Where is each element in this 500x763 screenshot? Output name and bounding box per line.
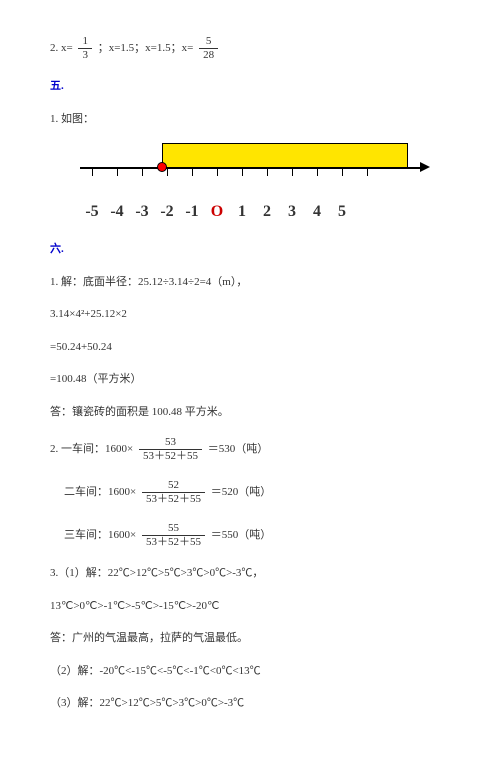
tick-mark <box>167 167 168 176</box>
axis-label: 4 <box>305 203 329 221</box>
tick-mark <box>367 167 368 176</box>
section-five-heading: 五. <box>50 78 450 95</box>
figure-label: 1. 如图： <box>50 111 450 128</box>
axis-label: 2 <box>255 203 279 221</box>
p1-line-d: =100.48（平方米） <box>50 371 450 388</box>
axis-label: -3 <box>130 203 154 221</box>
p3-line-b: 13℃>0℃>-1℃>-5℃>-15℃>-20℃ <box>50 598 450 615</box>
tick-mark <box>242 167 243 176</box>
p2a-frac: 53 53＋52＋55 <box>139 436 202 463</box>
tick-mark <box>117 167 118 176</box>
axis-label: -4 <box>105 203 129 221</box>
p1-line-c: =50.24+50.24 <box>50 339 450 356</box>
frac-5-28: 5 28 <box>199 35 218 62</box>
p3-line-d: （2）解：-20℃<-15℃<-5℃<-1℃<0℃<13℃ <box>50 663 450 680</box>
axis-label: -5 <box>80 203 104 221</box>
axis-label: 5 <box>330 203 354 221</box>
p2c-post: ＝550（吨） <box>211 529 272 541</box>
axis-label: -1 <box>180 203 204 221</box>
p3-line-c: 答：广州的气温最高，拉萨的气温最低。 <box>50 630 450 647</box>
p2c-pre: 三车间：1600× <box>64 529 136 541</box>
axis-line <box>80 167 420 169</box>
p2b-frac: 52 53＋52＋55 <box>142 479 205 506</box>
tick-mark <box>217 167 218 176</box>
tick-mark <box>267 167 268 176</box>
q2-prefix: 2. x= <box>50 42 73 54</box>
q2-mid: ；x=1.5；x=1.5；x= <box>98 42 194 54</box>
tick-mark <box>142 167 143 176</box>
axis-label: -2 <box>155 203 179 221</box>
frac-num: 52 <box>142 479 205 493</box>
p2c-frac: 55 53＋52＋55 <box>142 522 205 549</box>
frac-num: 1 <box>78 35 92 49</box>
p1-line-b: 3.14×4²+25.12×2 <box>50 306 450 323</box>
frac-num: 5 <box>199 35 218 49</box>
frac-num: 53 <box>139 436 202 450</box>
number-line-diagram <box>80 143 420 195</box>
frac-1-3: 1 3 <box>78 35 92 62</box>
highlight-bar <box>162 143 408 169</box>
axis-label: 3 <box>280 203 304 221</box>
tick-mark <box>317 167 318 176</box>
section-six-heading: 六. <box>50 241 450 258</box>
arrow-icon <box>420 162 430 172</box>
tick-mark <box>342 167 343 176</box>
start-point-icon <box>157 162 167 172</box>
frac-num: 55 <box>142 522 205 536</box>
p2-line-c: 三车间：1600× 55 53＋52＋55 ＝550（吨） <box>50 522 450 549</box>
frac-den: 28 <box>199 49 218 62</box>
p1-line-e: 答：镶瓷砖的面积是 100.48 平方米。 <box>50 404 450 421</box>
p3-line-a: 3.（1）解：22℃>12℃>5℃>3℃>0℃>-3℃， <box>50 565 450 582</box>
p2a-pre: 2. 一车间：1600× <box>50 443 133 455</box>
question-2: 2. x= 1 3 ；x=1.5；x=1.5；x= 5 28 <box>50 35 450 62</box>
frac-den: 3 <box>78 49 92 62</box>
tick-mark <box>192 167 193 176</box>
frac-den: 53＋52＋55 <box>139 450 202 463</box>
p1-line-a: 1. 解：底面半径：25.12÷3.14÷2=4（m）， <box>50 274 450 291</box>
tick-mark <box>92 167 93 176</box>
p2a-post: ＝530（吨） <box>208 443 269 455</box>
p2-line-b: 二车间：1600× 52 53＋52＋55 ＝520（吨） <box>50 479 450 506</box>
axis-label: 1 <box>230 203 254 221</box>
p3-line-e: （3）解：22℃>12℃>5℃>3℃>0℃>-3℃ <box>50 695 450 712</box>
axis-label: O <box>205 203 229 221</box>
tick-mark <box>292 167 293 176</box>
number-line-labels: -5-4-3-2-1O12345 <box>80 203 450 223</box>
frac-den: 53＋52＋55 <box>142 536 205 549</box>
frac-den: 53＋52＋55 <box>142 493 205 506</box>
p2b-post: ＝520（吨） <box>211 486 272 498</box>
p2-line-a: 2. 一车间：1600× 53 53＋52＋55 ＝530（吨） <box>50 436 450 463</box>
p2b-pre: 二车间：1600× <box>64 486 136 498</box>
